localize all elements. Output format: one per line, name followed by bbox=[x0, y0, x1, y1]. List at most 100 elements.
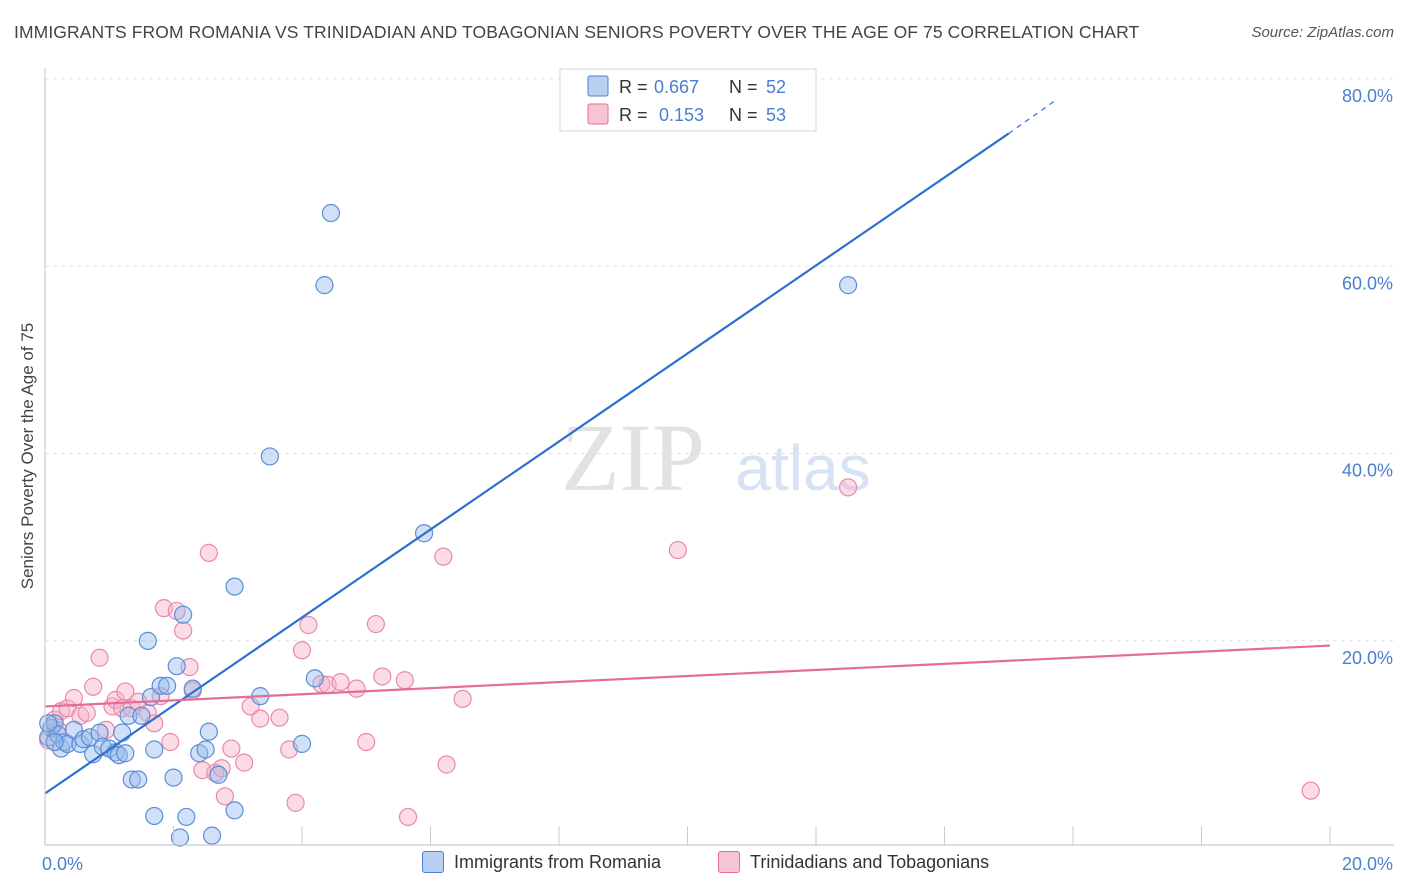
point-romania-25 bbox=[145, 740, 164, 759]
trendline-romania bbox=[44, 132, 1010, 795]
legend-label-trinidad: Trinidadians and Tobagonians bbox=[750, 851, 990, 872]
point-trinidad-31 bbox=[215, 787, 234, 806]
y-tick-label-80: 80.0% bbox=[1342, 86, 1393, 106]
legend-r-value-2: 0.153 bbox=[659, 105, 704, 125]
point-romania-36 bbox=[199, 722, 218, 741]
legend-item-romania: Immigrants from Romania bbox=[422, 851, 661, 873]
point-romania-21 bbox=[132, 706, 151, 725]
legend-swatch-romania bbox=[587, 75, 609, 97]
point-romania-35 bbox=[196, 740, 215, 759]
watermark: ZIP atlas bbox=[561, 404, 871, 511]
trendline-trinidad bbox=[44, 644, 1331, 708]
point-trinidad-33 bbox=[235, 753, 254, 772]
legend-label-romania: Immigrants from Romania bbox=[454, 851, 662, 872]
point-romania-22 bbox=[138, 631, 157, 650]
point-romania-40 bbox=[225, 577, 244, 596]
point-romania-38 bbox=[209, 765, 228, 784]
point-trinidad-54 bbox=[839, 478, 858, 497]
point-trinidad-45 bbox=[357, 732, 376, 752]
point-romania-31 bbox=[174, 605, 193, 624]
point-romania-19 bbox=[122, 770, 141, 789]
point-trinidad-53 bbox=[668, 540, 687, 560]
point-romania-33 bbox=[183, 679, 202, 698]
point-trinidad-46 bbox=[366, 614, 385, 634]
point-trinidad-6 bbox=[64, 688, 84, 708]
y-tick-label-40: 40.0% bbox=[1342, 461, 1393, 481]
point-trinidad-22 bbox=[161, 732, 180, 752]
point-romania-37 bbox=[202, 826, 222, 845]
axes-layer: 20.0% 40.0% 60.0% 80.0% 0.0% 20.0% bbox=[42, 68, 1394, 874]
point-romania-28 bbox=[164, 768, 183, 787]
source-credit: Source: ZipAtlas.com bbox=[1251, 24, 1394, 41]
point-romania-5 bbox=[55, 732, 74, 752]
chart-title: IMMIGRANTS FROM ROMANIA VS TRINIDADIAN A… bbox=[14, 22, 1140, 42]
points-layer bbox=[39, 203, 1320, 847]
legend-swatch-pink bbox=[718, 851, 740, 873]
trend-layer bbox=[44, 101, 1331, 795]
watermark-zip: ZIP bbox=[561, 404, 705, 511]
point-trinidad-44 bbox=[347, 679, 366, 698]
point-romania-2 bbox=[45, 714, 64, 733]
point-trinidad-35 bbox=[251, 709, 270, 728]
legend-r-value-1: 0.667 bbox=[654, 77, 699, 97]
x-tick-label-max: 20.0% bbox=[1342, 854, 1393, 874]
watermark-atlas: atlas bbox=[735, 432, 870, 504]
legend-n-value-2: 53 bbox=[766, 105, 786, 125]
y-tick-label-20: 20.0% bbox=[1342, 648, 1393, 668]
point-romania-49 bbox=[39, 714, 58, 733]
point-romania-30 bbox=[170, 828, 190, 847]
point-romania-50 bbox=[45, 732, 64, 752]
point-trinidad-10 bbox=[90, 648, 109, 667]
point-romania-20 bbox=[129, 770, 148, 789]
x-tick-label-min: 0.0% bbox=[42, 854, 83, 874]
point-romania-51 bbox=[112, 723, 132, 742]
top-legend: R = 0.667 N = 52 R = 0.153 N = 53 bbox=[559, 68, 817, 132]
legend-item-trinidad: Trinidadians and Tobagonians bbox=[718, 851, 989, 873]
point-trinidad-49 bbox=[398, 807, 418, 827]
point-romania-9 bbox=[74, 730, 93, 749]
legend-n-label-2: N = bbox=[729, 105, 758, 125]
legend-r-label-2: R = bbox=[619, 105, 648, 125]
legend-swatch-trinidad bbox=[587, 103, 609, 125]
y-axis-label: Seniors Poverty Over the Age of 75 bbox=[18, 323, 37, 589]
point-romania-45 bbox=[315, 276, 334, 295]
point-trinidad-38 bbox=[286, 793, 305, 812]
point-romania-48 bbox=[839, 276, 858, 295]
bottom-legend: Immigrants from Romania Trinidadians and… bbox=[0, 851, 1406, 879]
legend-n-label-1: N = bbox=[729, 77, 758, 97]
point-trinidad-52 bbox=[453, 689, 472, 709]
point-trinidad-43 bbox=[331, 672, 350, 692]
point-romania-43 bbox=[292, 734, 312, 753]
y-tick-label-60: 60.0% bbox=[1342, 273, 1393, 293]
point-trinidad-55 bbox=[1301, 781, 1320, 800]
point-romania-16 bbox=[109, 746, 128, 765]
point-trinidad-8 bbox=[77, 703, 96, 723]
point-trinidad-15 bbox=[116, 682, 135, 701]
point-trinidad-50 bbox=[434, 547, 453, 566]
point-trinidad-48 bbox=[395, 671, 414, 690]
legend-n-value-1: 52 bbox=[766, 77, 786, 97]
point-romania-39 bbox=[225, 801, 244, 820]
point-trinidad-24 bbox=[174, 621, 193, 640]
point-trinidad-40 bbox=[299, 615, 318, 635]
point-romania-42 bbox=[260, 447, 279, 466]
point-trinidad-39 bbox=[292, 641, 312, 660]
point-romania-17 bbox=[116, 744, 135, 763]
point-trinidad-9 bbox=[84, 677, 103, 696]
point-romania-32 bbox=[177, 807, 196, 827]
point-romania-27 bbox=[157, 676, 177, 695]
point-romania-44 bbox=[305, 669, 324, 688]
point-trinidad-36 bbox=[270, 708, 289, 727]
point-romania-12 bbox=[90, 723, 109, 742]
point-trinidad-32 bbox=[222, 739, 241, 758]
legend-r-label-1: R = bbox=[619, 77, 648, 97]
point-romania-24 bbox=[145, 806, 164, 826]
point-trinidad-51 bbox=[437, 755, 456, 774]
point-romania-26 bbox=[151, 676, 170, 695]
grid-layer bbox=[45, 78, 1394, 642]
point-romania-18 bbox=[119, 706, 138, 725]
point-trinidad-25 bbox=[180, 658, 199, 677]
legend-swatch-blue bbox=[422, 851, 444, 873]
point-romania-46 bbox=[321, 203, 341, 223]
